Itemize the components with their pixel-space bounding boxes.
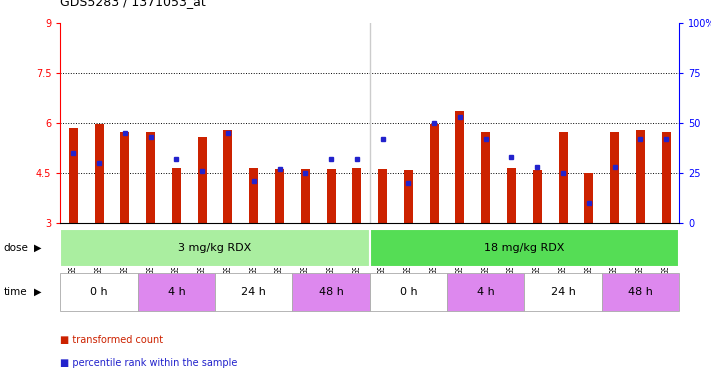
Text: 0 h: 0 h xyxy=(400,287,417,297)
Bar xyxy=(301,169,310,223)
Bar xyxy=(120,132,129,223)
Bar xyxy=(275,169,284,223)
Text: time: time xyxy=(4,287,27,297)
Bar xyxy=(60,273,138,311)
Bar xyxy=(404,170,413,223)
Text: 4 h: 4 h xyxy=(477,287,495,297)
Text: 18 mg/kg RDX: 18 mg/kg RDX xyxy=(484,243,565,253)
Bar xyxy=(481,132,490,223)
Text: 3 mg/kg RDX: 3 mg/kg RDX xyxy=(178,243,252,253)
Bar xyxy=(250,169,258,223)
Text: 48 h: 48 h xyxy=(628,287,653,297)
Text: GDS5283 / 1371053_at: GDS5283 / 1371053_at xyxy=(60,0,206,8)
Bar xyxy=(533,170,542,223)
Bar xyxy=(138,273,215,311)
Text: 0 h: 0 h xyxy=(90,287,108,297)
Bar xyxy=(326,169,336,223)
Bar xyxy=(429,124,439,223)
Text: 4 h: 4 h xyxy=(168,287,186,297)
Text: ■ percentile rank within the sample: ■ percentile rank within the sample xyxy=(60,358,237,368)
Bar xyxy=(559,132,567,223)
Bar xyxy=(636,129,645,223)
Bar xyxy=(69,128,77,223)
Bar xyxy=(584,173,593,223)
Bar xyxy=(146,132,155,223)
Text: ▶: ▶ xyxy=(34,287,42,297)
Text: ▶: ▶ xyxy=(34,243,42,253)
Bar xyxy=(524,273,602,311)
Text: ■ transformed count: ■ transformed count xyxy=(60,335,164,345)
Bar xyxy=(507,168,516,223)
Bar xyxy=(215,273,292,311)
Bar xyxy=(292,273,370,311)
Bar xyxy=(370,229,679,267)
Bar xyxy=(60,229,370,267)
Bar xyxy=(662,132,670,223)
Bar xyxy=(447,273,524,311)
Text: 24 h: 24 h xyxy=(241,287,266,297)
Text: 48 h: 48 h xyxy=(319,287,343,297)
Bar xyxy=(602,273,679,311)
Bar xyxy=(172,168,181,223)
Bar xyxy=(456,111,464,223)
Bar xyxy=(370,273,447,311)
Bar xyxy=(95,124,104,223)
Bar xyxy=(610,132,619,223)
Bar xyxy=(198,137,207,223)
Text: dose: dose xyxy=(4,243,28,253)
Bar xyxy=(353,168,361,223)
Bar xyxy=(223,129,232,223)
Bar xyxy=(378,169,387,223)
Text: 24 h: 24 h xyxy=(550,287,575,297)
